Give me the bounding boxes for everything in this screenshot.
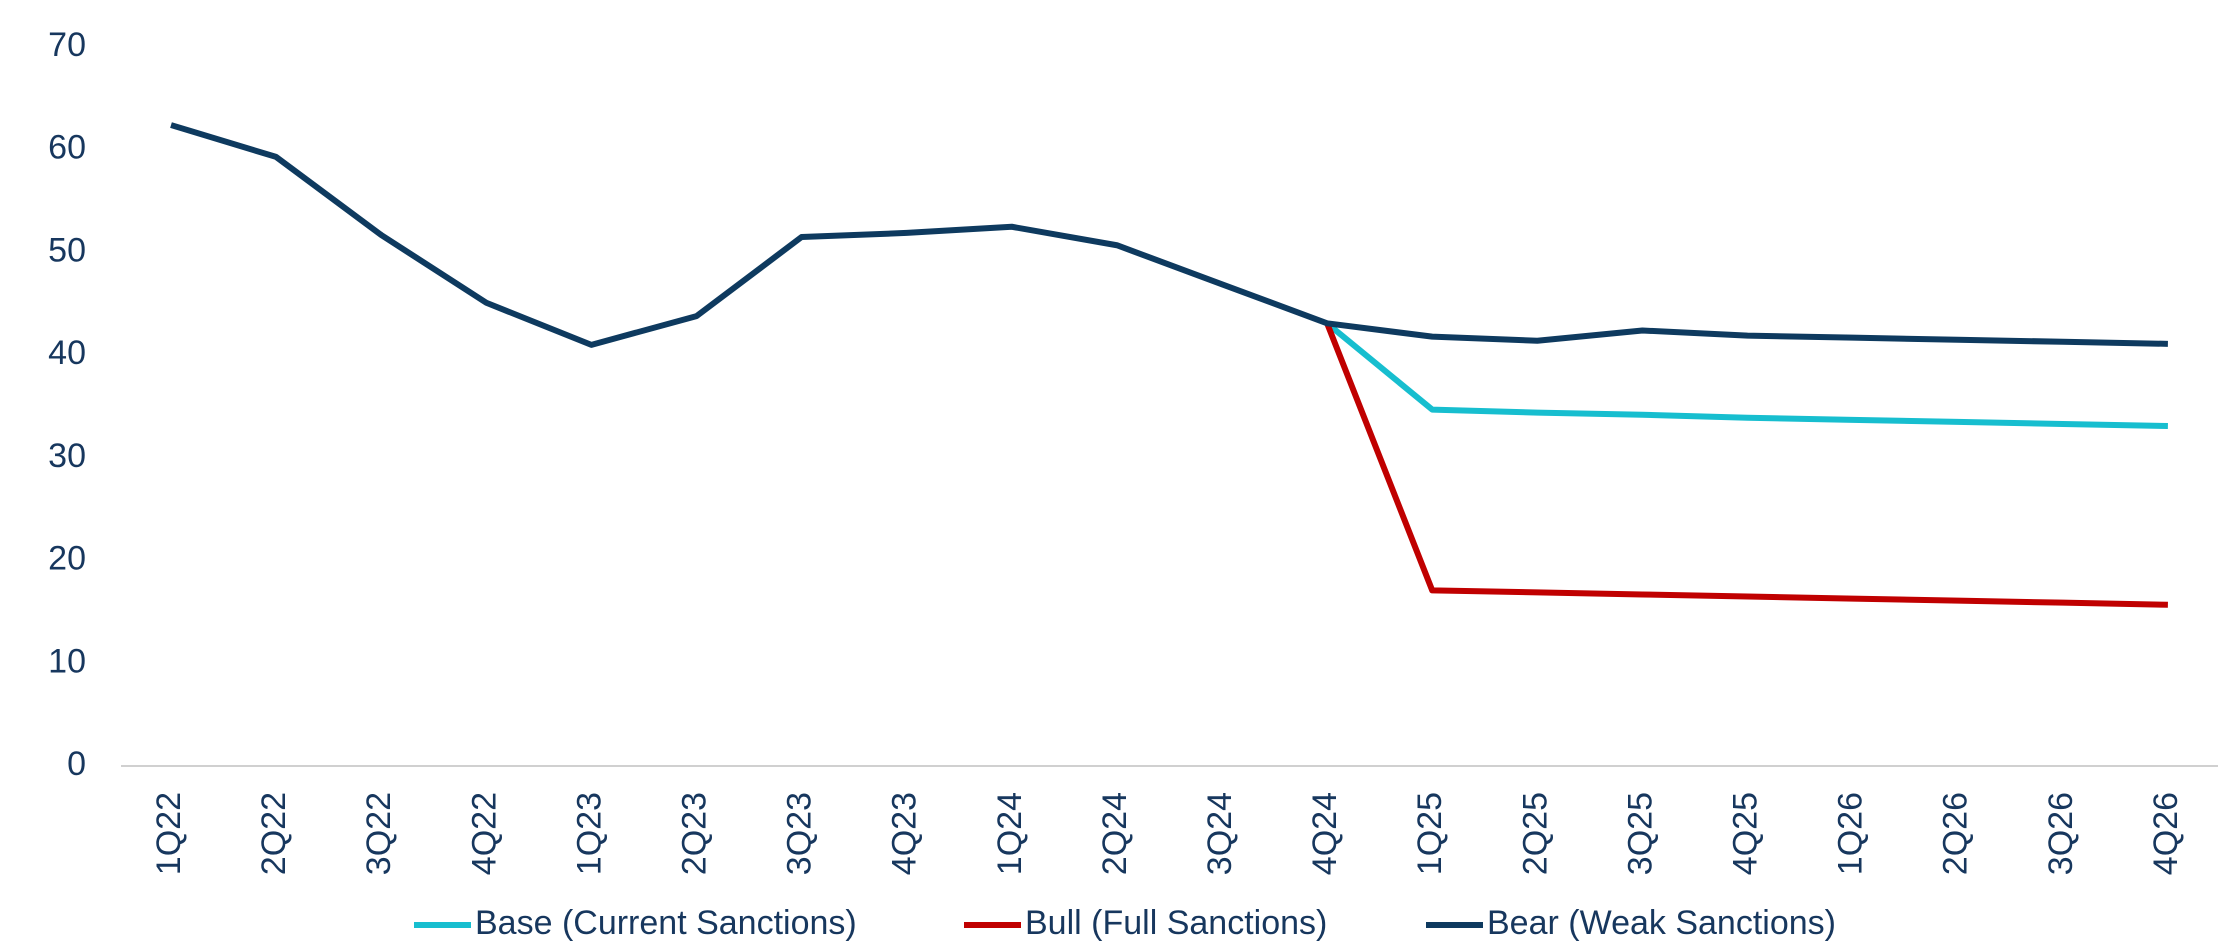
x-tick-label: 3Q24 [1201,792,1239,875]
legend-label: Bull (Full Sanctions) [1025,904,1327,942]
x-tick-label: 1Q25 [1411,792,1449,875]
y-tick-label: 30 [48,437,86,475]
x-tick-label: 4Q26 [2147,792,2185,875]
y-tick-label: 40 [48,334,86,372]
x-tick-label: 4Q24 [1306,792,1344,875]
y-tick-label: 0 [67,745,86,783]
y-tick-label: 10 [48,642,86,680]
y-tick-label: 70 [48,26,86,64]
x-tick-label: 2Q23 [675,792,713,875]
legend-label: Base (Current Sanctions) [475,904,857,942]
x-tick-label: 2Q26 [1937,792,1975,875]
y-tick-label: 60 [48,129,86,167]
x-tick-label: 4Q22 [465,792,503,875]
x-tick-label: 3Q23 [781,792,819,875]
x-tick-label: 1Q22 [150,792,188,875]
x-tick-label: 3Q25 [1621,792,1659,875]
x-tick-label: 3Q22 [360,792,398,875]
x-tick-label: 2Q25 [1516,792,1554,875]
y-tick-label: 50 [48,231,86,269]
x-tick-label: 4Q23 [886,792,924,875]
x-tick-label: 4Q25 [1726,792,1764,875]
x-tick-label: 1Q26 [1832,792,1870,875]
x-tick-label: 3Q26 [2042,792,2080,875]
series-line [1324,322,2168,608]
series-line [1325,320,2168,430]
x-tick-label: 2Q24 [1096,792,1134,875]
x-tick-label: 1Q23 [570,792,608,875]
x-tick-label: 1Q24 [991,792,1029,875]
x-tick-label: 2Q22 [255,792,293,875]
legend-label: Bear (Weak Sanctions) [1487,904,1836,942]
series-line [170,122,2168,348]
y-tick-label: 20 [48,540,86,578]
